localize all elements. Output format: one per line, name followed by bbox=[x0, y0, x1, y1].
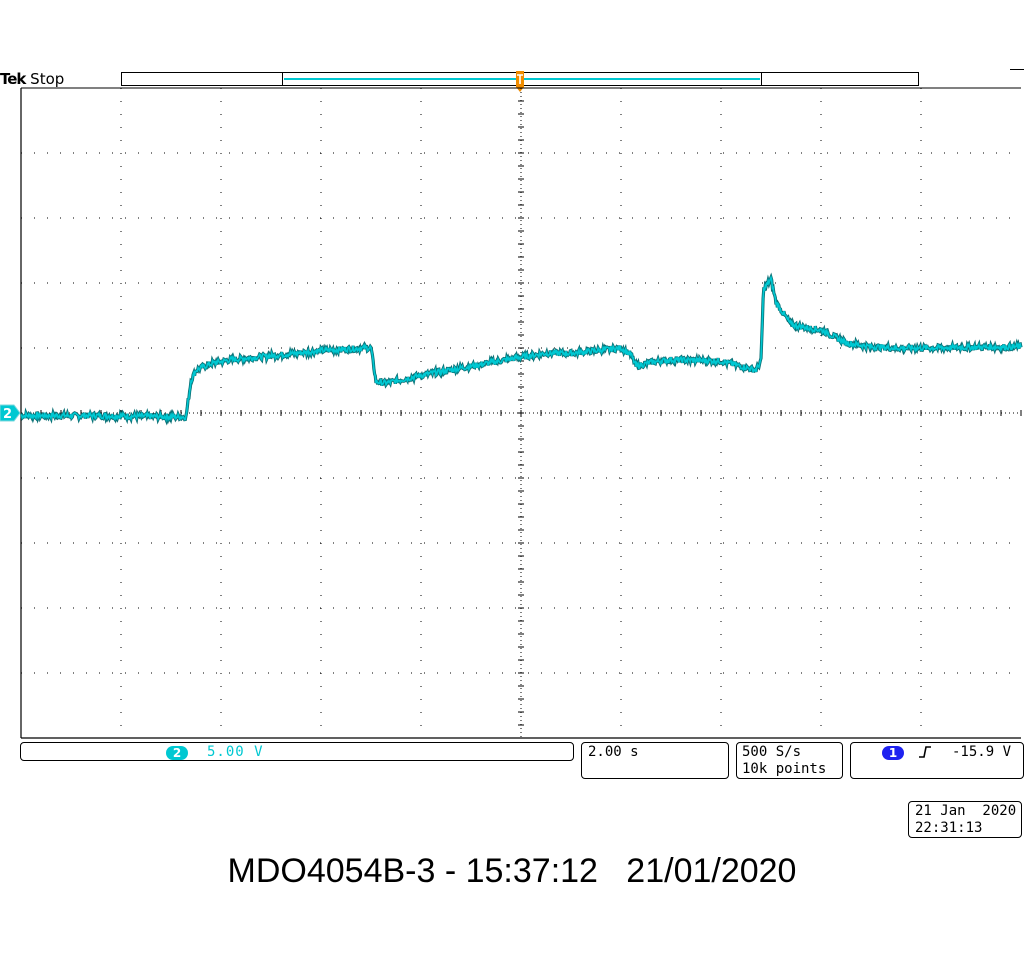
image-caption: MDO4054B-3 - 15:37:12 21/01/2020 bbox=[227, 852, 797, 890]
acquisition-readout-box[interactable] bbox=[736, 742, 843, 779]
date-readout: 21 Jan 2020 bbox=[915, 803, 1017, 819]
trace-line bbox=[20, 274, 1022, 423]
timebase-scale: 2.00 s bbox=[588, 744, 639, 760]
datetime-box bbox=[908, 801, 1022, 838]
acquisition-state: Stop bbox=[30, 70, 65, 88]
vertical-readout-box[interactable] bbox=[20, 742, 574, 761]
sample-rate: 500 S/s bbox=[742, 744, 802, 760]
trigger-position-glyph bbox=[517, 74, 523, 84]
horizontal-readout-box[interactable] bbox=[581, 742, 729, 779]
rising-edge-icon bbox=[919, 746, 931, 758]
record-length: 10k points bbox=[742, 761, 827, 777]
ground-marker-label: 2 bbox=[3, 407, 12, 422]
screen-edge-mark bbox=[1010, 69, 1024, 70]
trigger-level: -15.9 V bbox=[952, 744, 1012, 760]
brand-label: Tek Stop bbox=[0, 70, 64, 88]
vertical-scale: 5.00 V bbox=[207, 744, 264, 760]
trigger-source-badge: 1 bbox=[882, 746, 904, 760]
channel-badge[interactable]: 2 bbox=[166, 746, 188, 760]
scope-graticule: 2 bbox=[0, 87, 1023, 739]
trigger-position-icon[interactable] bbox=[514, 71, 526, 93]
brand-name: Tek bbox=[0, 70, 26, 88]
ground-marker-shape bbox=[0, 404, 21, 422]
time-readout: 22:31:13 bbox=[915, 820, 983, 836]
channel-2-ground-marker[interactable]: 2 bbox=[0, 404, 21, 422]
channel-2-trace bbox=[20, 272, 1023, 426]
